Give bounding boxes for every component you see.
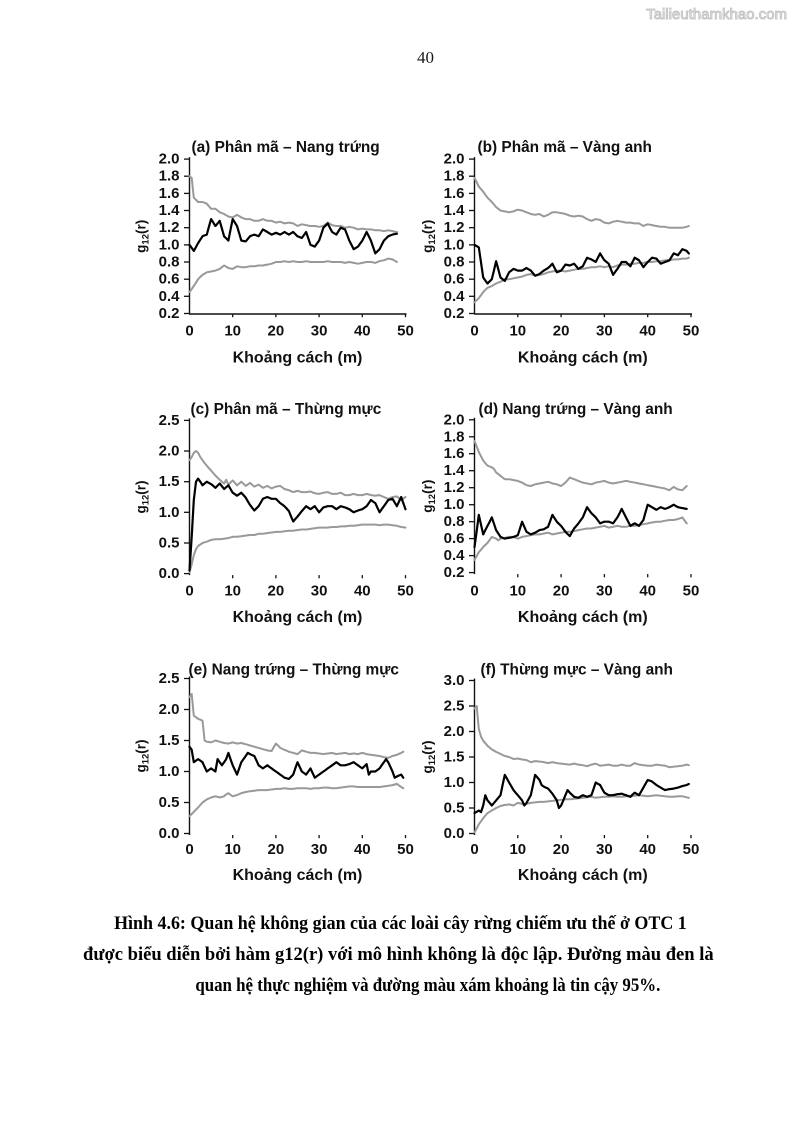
svg-text:40: 40: [354, 583, 371, 600]
svg-text:1.2: 1.2: [444, 479, 465, 496]
svg-text:0.0: 0.0: [159, 825, 180, 842]
svg-text:1.8: 1.8: [444, 168, 465, 185]
svg-text:1.0: 1.0: [159, 763, 180, 780]
svg-text:1.4: 1.4: [159, 202, 181, 219]
svg-text:10: 10: [224, 583, 241, 600]
svg-text:0.2: 0.2: [444, 564, 465, 581]
svg-text:0.0: 0.0: [159, 565, 180, 582]
svg-text:2.0: 2.0: [444, 151, 465, 168]
svg-text:Khoảng cách (m): Khoảng cách (m): [518, 867, 648, 884]
svg-text:20: 20: [553, 841, 570, 858]
svg-text:1.0: 1.0: [159, 236, 180, 253]
svg-text:30: 30: [311, 323, 328, 340]
svg-text:(e) Nang trứng – Thừng mực: (e) Nang trứng – Thừng mực: [189, 662, 400, 679]
svg-text:1.4: 1.4: [444, 462, 466, 479]
svg-text:40: 40: [639, 583, 656, 600]
svg-text:2.5: 2.5: [444, 698, 465, 715]
svg-text:20: 20: [268, 323, 285, 340]
svg-text:0: 0: [185, 323, 193, 340]
svg-text:Khoảng cách (m): Khoảng cách (m): [233, 350, 363, 367]
svg-text:0.4: 0.4: [444, 547, 466, 564]
svg-text:40: 40: [354, 323, 371, 340]
svg-text:1.8: 1.8: [159, 168, 180, 185]
svg-text:20: 20: [553, 323, 570, 340]
svg-text:2.0: 2.0: [444, 411, 465, 428]
svg-text:50: 50: [683, 323, 700, 340]
svg-text:1.2: 1.2: [159, 219, 180, 236]
svg-text:0.2: 0.2: [159, 305, 180, 322]
svg-text:30: 30: [311, 841, 328, 858]
svg-text:0.2: 0.2: [444, 305, 465, 322]
svg-text:1.2: 1.2: [444, 219, 465, 236]
svg-text:10: 10: [224, 323, 241, 340]
svg-text:10: 10: [224, 841, 241, 858]
svg-text:1.6: 1.6: [444, 185, 465, 202]
svg-text:10: 10: [509, 583, 526, 600]
svg-text:1.0: 1.0: [444, 774, 465, 791]
svg-text:(c) Phân mã – Thừng mực: (c) Phân mã – Thừng mực: [191, 401, 382, 418]
svg-text:1.0: 1.0: [444, 236, 465, 253]
svg-text:0: 0: [470, 583, 478, 600]
svg-text:1.6: 1.6: [159, 185, 180, 202]
svg-text:0.8: 0.8: [159, 254, 180, 271]
svg-text:50: 50: [683, 583, 700, 600]
svg-text:0.4: 0.4: [159, 288, 181, 305]
svg-text:0.5: 0.5: [444, 800, 465, 817]
svg-text:1.6: 1.6: [444, 445, 465, 462]
svg-text:3.0: 3.0: [444, 672, 465, 689]
svg-text:50: 50: [683, 841, 700, 858]
svg-text:Khoảng cách (m): Khoảng cách (m): [518, 609, 648, 626]
svg-text:(f) Thừng mực – Vàng anh: (f) Thừng mực – Vàng anh: [481, 662, 673, 679]
svg-text:30: 30: [311, 583, 328, 600]
svg-text:40: 40: [639, 323, 656, 340]
svg-text:Khoảng cách (m): Khoảng cách (m): [233, 867, 363, 884]
svg-text:1.0: 1.0: [444, 496, 465, 513]
svg-text:0: 0: [185, 841, 193, 858]
svg-text:0.6: 0.6: [444, 271, 465, 288]
svg-text:Khoảng cách (m): Khoảng cách (m): [518, 350, 648, 367]
svg-text:30: 30: [596, 583, 613, 600]
svg-text:0.6: 0.6: [444, 530, 465, 547]
svg-text:0.5: 0.5: [159, 535, 180, 552]
svg-text:1.5: 1.5: [159, 473, 180, 490]
svg-text:20: 20: [268, 841, 285, 858]
svg-text:(d) Nang trứng – Vàng anh: (d) Nang trứng – Vàng anh: [479, 401, 673, 418]
svg-text:50: 50: [397, 583, 414, 600]
svg-text:0.6: 0.6: [159, 271, 180, 288]
svg-text:10: 10: [509, 841, 526, 858]
svg-text:1.5: 1.5: [444, 749, 465, 766]
svg-text:40: 40: [354, 841, 371, 858]
svg-text:0.8: 0.8: [444, 254, 465, 271]
svg-text:0.0: 0.0: [444, 825, 465, 842]
svg-text:2.0: 2.0: [444, 723, 465, 740]
svg-text:30: 30: [596, 323, 613, 340]
svg-text:2.5: 2.5: [159, 412, 180, 429]
svg-text:0.5: 0.5: [159, 794, 180, 811]
svg-text:40: 40: [639, 841, 656, 858]
svg-text:50: 50: [397, 841, 414, 858]
svg-text:2.5: 2.5: [159, 670, 180, 687]
svg-text:0: 0: [470, 841, 478, 858]
svg-text:2.0: 2.0: [159, 443, 180, 460]
svg-text:(b) Phân mã – Vàng anh: (b) Phân mã – Vàng anh: [478, 139, 652, 156]
svg-text:0: 0: [470, 323, 478, 340]
svg-text:1.5: 1.5: [159, 732, 180, 749]
svg-text:50: 50: [397, 323, 414, 340]
svg-text:(a) Phân mã – Nang trứng: (a) Phân mã – Nang trứng: [192, 139, 380, 156]
svg-text:1.0: 1.0: [159, 504, 180, 521]
svg-text:2.0: 2.0: [159, 701, 180, 718]
svg-text:30: 30: [596, 841, 613, 858]
svg-text:1.8: 1.8: [444, 428, 465, 445]
svg-text:20: 20: [268, 583, 285, 600]
svg-text:0: 0: [185, 583, 193, 600]
svg-text:20: 20: [553, 583, 570, 600]
svg-text:1.4: 1.4: [444, 202, 466, 219]
svg-text:0.4: 0.4: [444, 288, 466, 305]
svg-text:0.8: 0.8: [444, 513, 465, 530]
svg-text:10: 10: [509, 323, 526, 340]
svg-text:2.0: 2.0: [159, 151, 180, 168]
svg-text:Khoảng cách (m): Khoảng cách (m): [233, 609, 363, 626]
